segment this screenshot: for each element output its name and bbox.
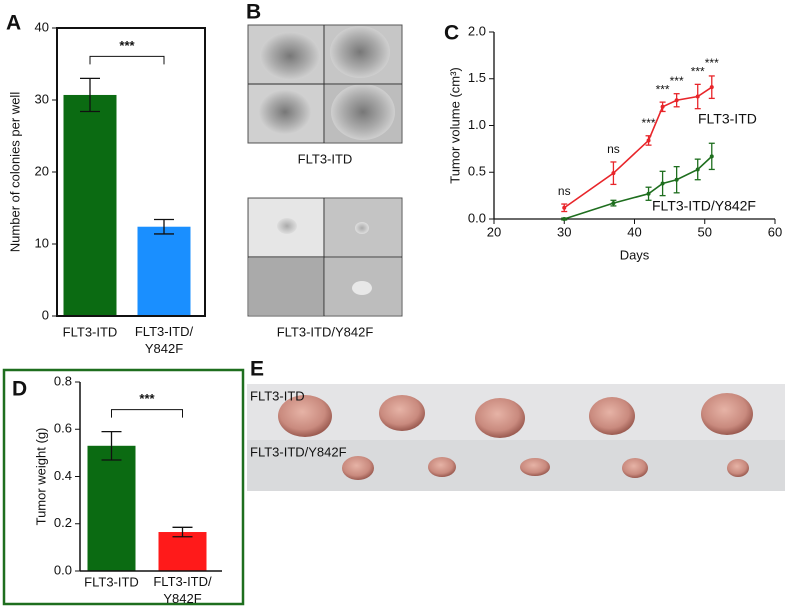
panel-label: E (250, 358, 264, 381)
significance-label: ns (558, 184, 571, 198)
significance-label: *** (656, 82, 670, 96)
point (646, 191, 651, 196)
significance-label: ns (607, 142, 620, 156)
y-tick-label: 0.8 (54, 373, 72, 388)
y-tick-label: 40 (35, 19, 49, 34)
bar (137, 226, 191, 316)
y-axis-title: Tumor volume (cm³) (447, 67, 462, 184)
y-axis-title: Number of colonies per well (7, 92, 22, 253)
y-tick-label: 30 (35, 91, 49, 106)
significance-bracket (111, 409, 183, 418)
tumor-photo (247, 384, 785, 491)
point (709, 154, 714, 159)
point (562, 205, 567, 210)
y-tick-label: 1.0 (468, 117, 486, 132)
point (674, 98, 679, 103)
panel-label: A (6, 12, 21, 35)
y-tick-label: 20 (35, 163, 49, 178)
x-tick-label: 50 (698, 224, 712, 239)
y-tick-label: 0 (42, 307, 49, 322)
significance-label: *** (691, 65, 705, 79)
point (660, 104, 665, 109)
x-tick-label: FLT3-ITD (63, 324, 118, 339)
image-caption: FLT3-ITD (298, 151, 353, 166)
y-tick-label: 0.0 (54, 562, 72, 577)
series-label: FLT3-ITD/Y842F (652, 198, 756, 214)
y-tick-label: 10 (35, 235, 49, 250)
point (611, 201, 616, 206)
significance-label: *** (705, 56, 719, 70)
significance-bracket (89, 55, 165, 65)
point (695, 167, 700, 172)
bar (158, 532, 207, 571)
x-tick-label: 30 (557, 224, 571, 239)
bar (63, 94, 117, 317)
significance-label: *** (642, 116, 656, 130)
point (709, 85, 714, 90)
x-tick-label: 40 (627, 224, 641, 239)
x-axis-title: Days (620, 247, 650, 262)
panel-label: C (444, 22, 459, 45)
plot-frame (56, 27, 206, 317)
series-label: FLT3-ITD (698, 111, 757, 127)
panel-label: D (12, 378, 27, 401)
x-tick-label: FLT3-ITD/Y842F (135, 324, 194, 356)
significance-label: *** (139, 391, 155, 406)
point (695, 94, 700, 99)
colony-images-mutant (247, 197, 403, 317)
point (660, 181, 665, 186)
y-axis-title: Tumor weight (g) (33, 428, 48, 526)
row-label: FLT3-ITD (250, 388, 305, 403)
panel-frame (2, 368, 245, 606)
bar (87, 445, 136, 571)
point (646, 138, 651, 143)
x-tick-label: FLT3-ITD/Y842F (153, 574, 212, 606)
y-tick-label: 0.2 (54, 515, 72, 530)
point (562, 217, 567, 221)
significance-label: *** (119, 38, 135, 53)
y-tick-label: 2.0 (468, 23, 486, 38)
row-label: FLT3-ITD/Y842F (250, 444, 347, 459)
y-tick-label: 0.6 (54, 421, 72, 436)
point (611, 171, 616, 176)
y-tick-label: 1.5 (468, 70, 486, 85)
x-tick-label: FLT3-ITD (84, 574, 139, 589)
y-tick-label: 0.4 (54, 468, 72, 483)
point (674, 177, 679, 182)
y-tick-label: 0.0 (468, 210, 486, 225)
panel-label: B (246, 1, 261, 24)
x-tick-label: 20 (487, 224, 501, 239)
image-caption: FLT3-ITD/Y842F (277, 324, 374, 339)
y-tick-label: 0.5 (468, 164, 486, 179)
series-line (563, 86, 713, 209)
colony-images-itd (247, 24, 403, 144)
significance-label: *** (670, 74, 684, 88)
x-tick-label: 60 (768, 224, 782, 239)
